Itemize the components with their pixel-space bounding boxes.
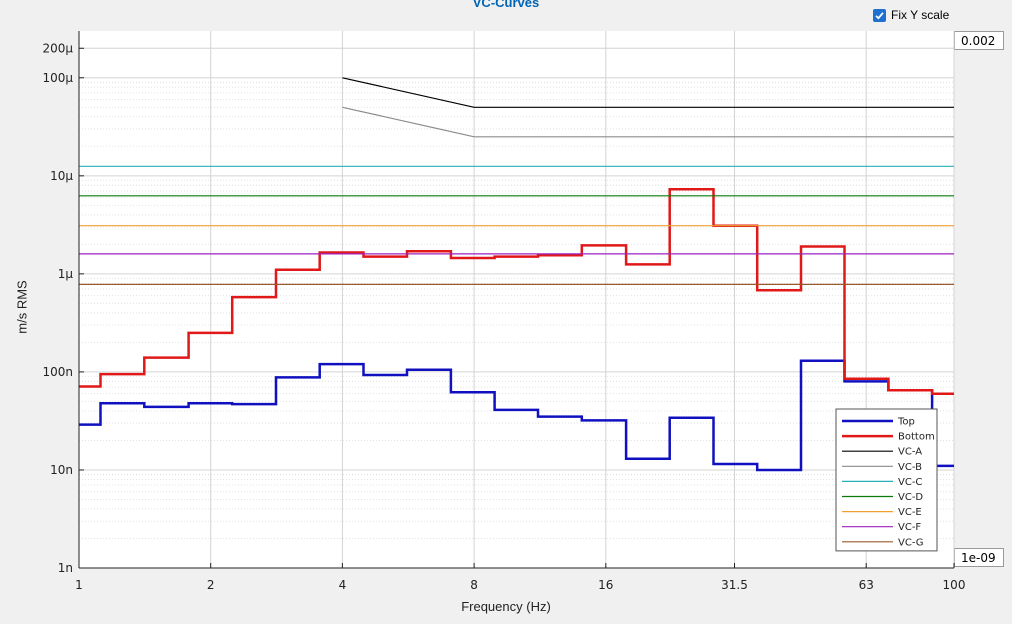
x-tick-label: 2 [207, 578, 215, 592]
legend-label: VC-E [898, 507, 922, 518]
y-tick-label: 10µ [50, 169, 73, 183]
x-axis-label: Frequency (Hz) [461, 599, 551, 614]
checkmark-icon [873, 8, 886, 22]
x-tick-label: 16 [598, 578, 613, 592]
legend-label: VC-G [898, 537, 924, 548]
legend-label: VC-C [898, 477, 922, 488]
legend-label: VC-B [898, 462, 922, 473]
x-tick-label: 31.5 [721, 578, 748, 592]
series-line-vc-a [342, 77, 954, 108]
legend-label: VC-D [898, 492, 923, 503]
x-tick-label: 4 [339, 578, 347, 592]
y-tick-label: 100µ [42, 71, 73, 85]
legend-label: VC-F [898, 522, 921, 533]
legend: Top Bottom VC-A VC-B VC-C VC-D VC-E VC-F VC-G [835, 408, 938, 552]
chart-title: VC-Curves [472, 0, 540, 10]
series-line-bottom [79, 187, 954, 395]
x-tick-label: 1 [75, 578, 83, 592]
y-min-input[interactable]: 1e-09 [954, 548, 1004, 567]
y-max-input[interactable]: 0.002 [954, 31, 1004, 50]
x-tick-label: 63 [859, 578, 874, 592]
series-line-top [79, 359, 954, 472]
x-tick-label: 8 [470, 578, 478, 592]
legend-label: VC-A [898, 447, 922, 458]
x-tick-label: 100 [943, 578, 966, 592]
series-line-vc-b [342, 106, 954, 138]
legend-label: Bottom [898, 432, 935, 443]
fix-y-scale-label: Fix Y scale [891, 8, 950, 22]
plot-background [79, 31, 954, 568]
y-tick-label: 100n [42, 365, 73, 379]
y-tick-label: 10n [50, 463, 73, 477]
fix-y-scale-checkbox[interactable]: Fix Y scale [873, 8, 949, 22]
legend-label: Top [897, 417, 915, 428]
y-tick-label: 1n [58, 561, 73, 575]
y-tick-label: 200µ [42, 41, 73, 55]
y-tick-label: 1µ [58, 267, 74, 281]
